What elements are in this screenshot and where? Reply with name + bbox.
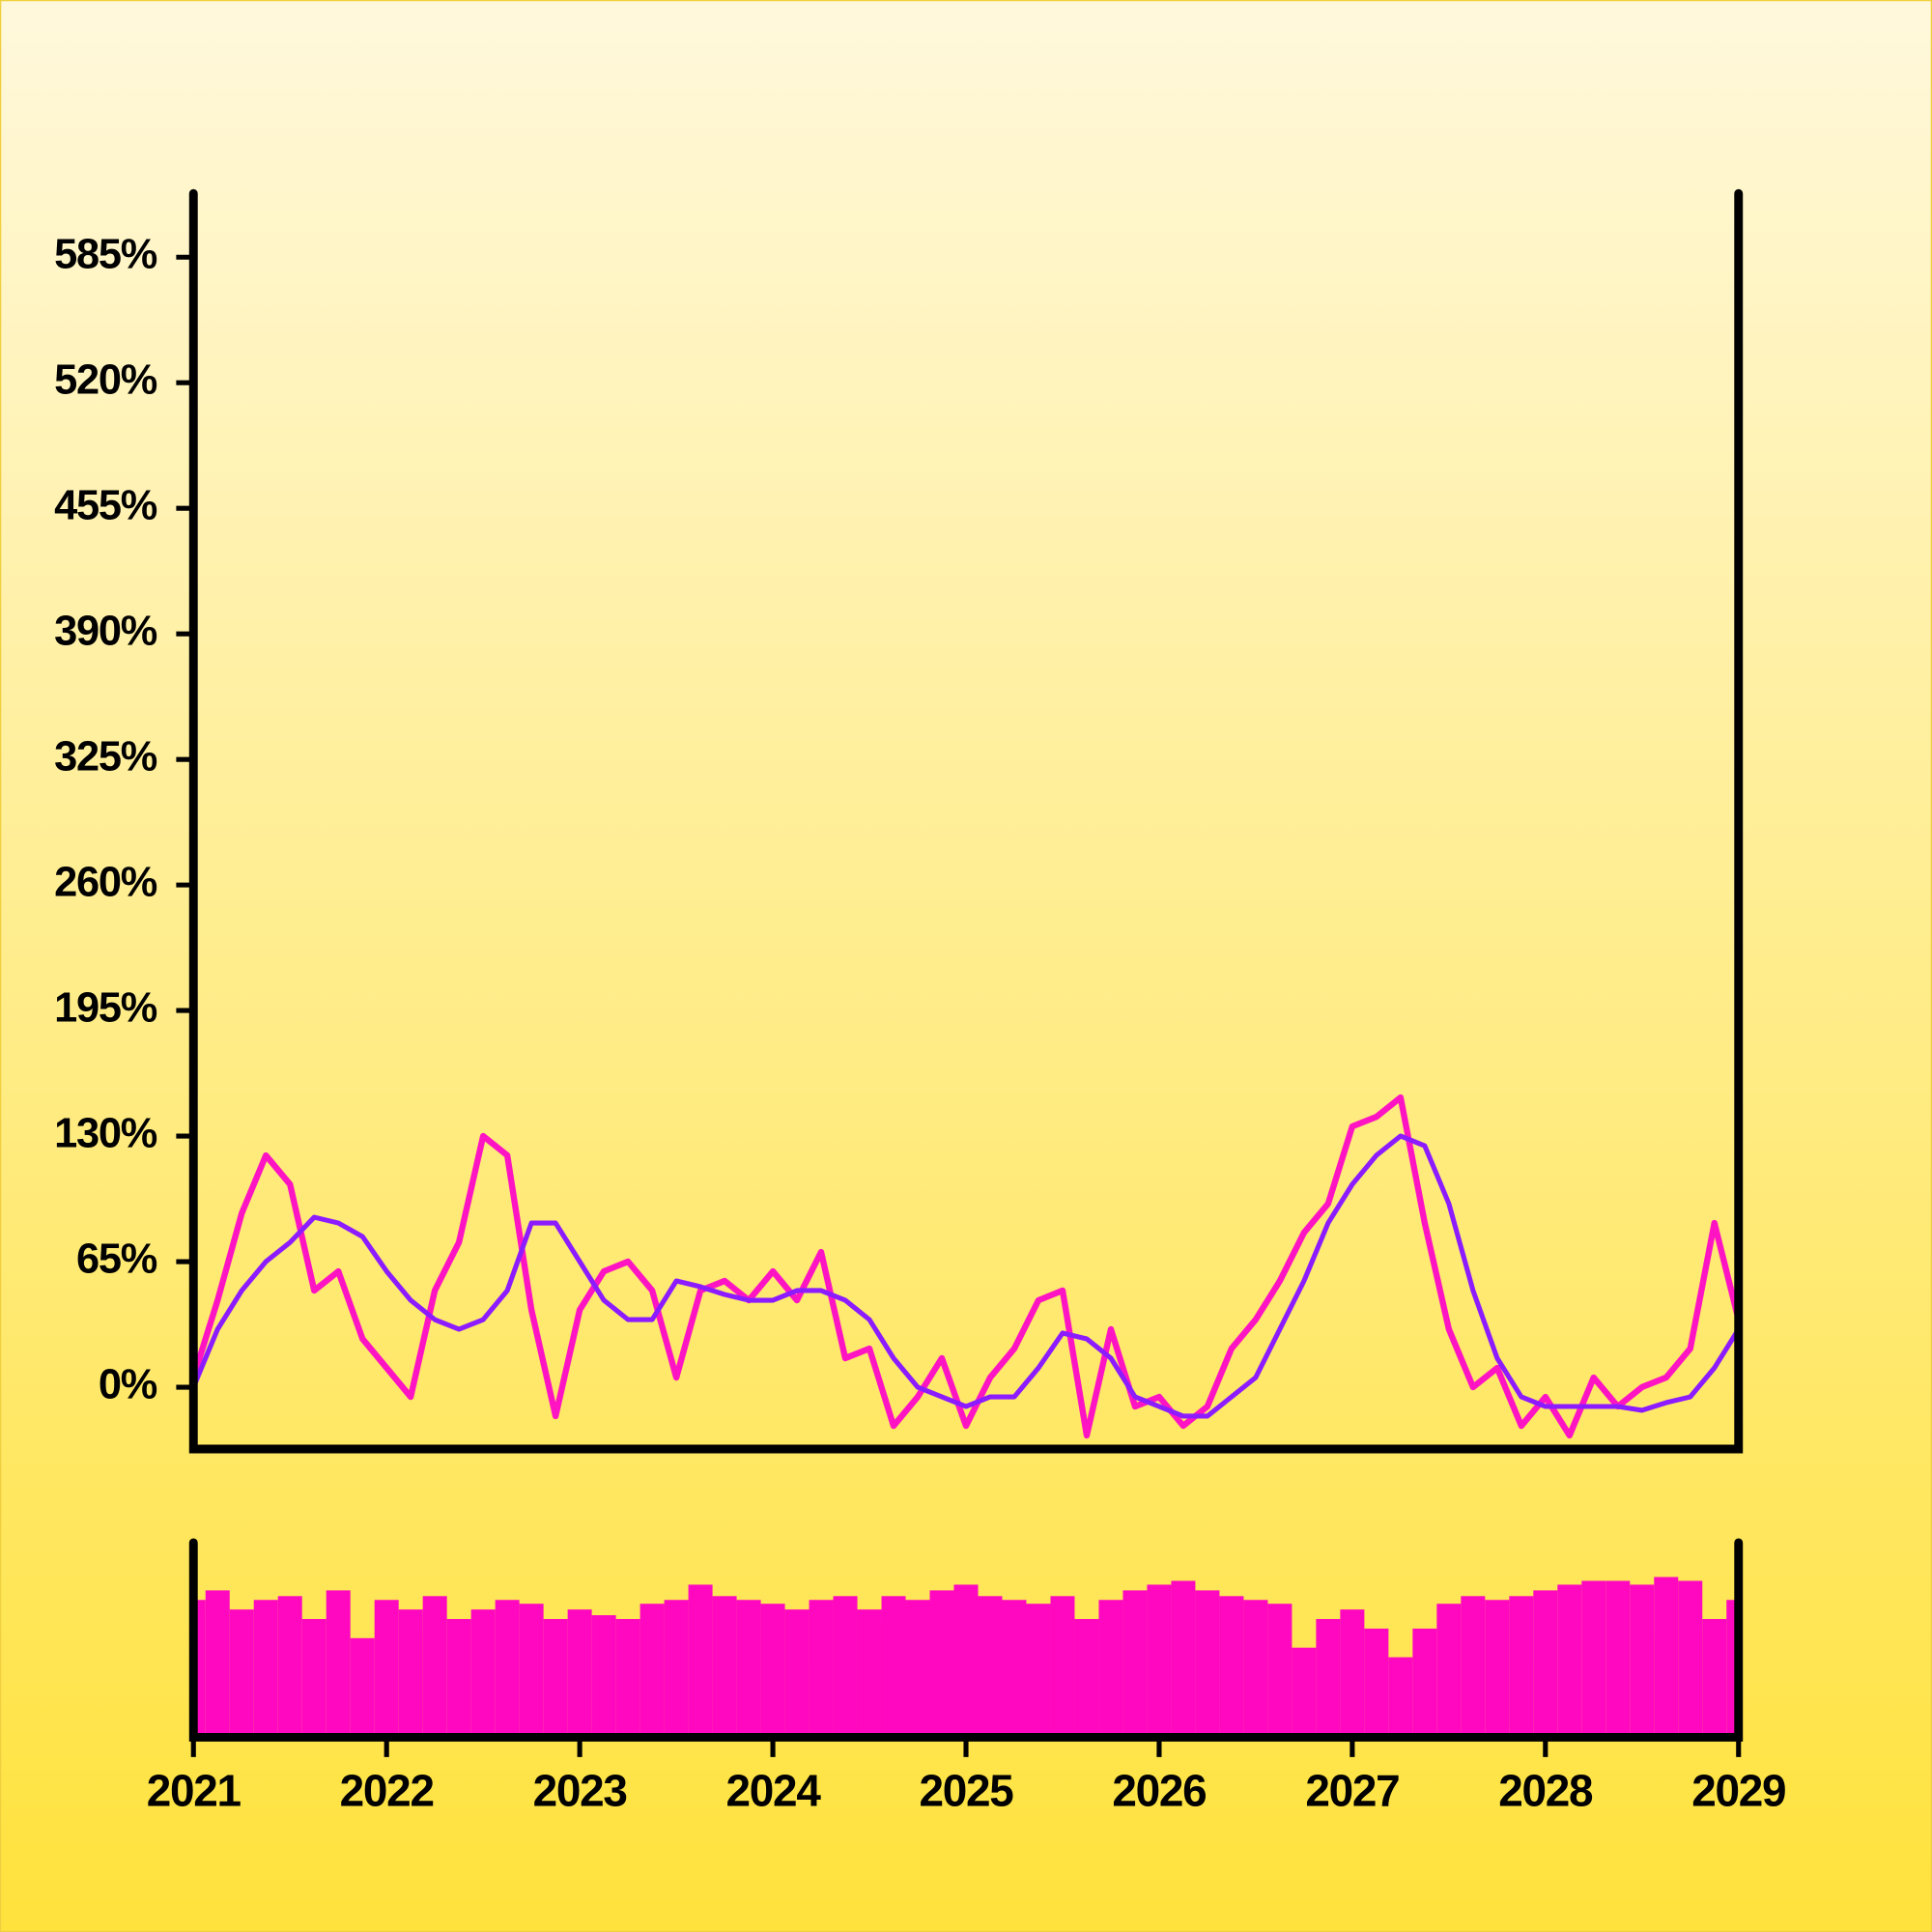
volume-bar bbox=[229, 1609, 254, 1734]
y-tick-label: 195% bbox=[54, 985, 157, 1032]
x-tick-label: 2026 bbox=[1112, 1765, 1206, 1815]
volume-bar bbox=[1171, 1580, 1196, 1734]
ticks: 0% 65% 130% 195% 260% 325% 390% 455% 520% 585% 202… bbox=[54, 232, 1786, 1816]
volume-bar bbox=[1026, 1604, 1051, 1734]
volume-bar bbox=[277, 1596, 302, 1734]
x-tick-label: 2023 bbox=[533, 1765, 627, 1815]
x-tick-label: 2029 bbox=[1691, 1765, 1785, 1815]
volume-bar bbox=[712, 1596, 737, 1734]
volume-bar bbox=[422, 1596, 447, 1734]
x-tick-label: 2022 bbox=[340, 1765, 434, 1815]
volume-bar bbox=[857, 1609, 882, 1734]
y-tick-label: 390% bbox=[54, 609, 157, 655]
volume-bar bbox=[398, 1609, 423, 1734]
volume-area bbox=[197, 1577, 1735, 1734]
volume-bar bbox=[929, 1590, 954, 1734]
volume-bar bbox=[350, 1637, 375, 1734]
volume-bar bbox=[1461, 1596, 1486, 1734]
volume-bar bbox=[1702, 1619, 1727, 1734]
volume-bar bbox=[1533, 1590, 1558, 1734]
volume-bar bbox=[1195, 1590, 1220, 1734]
y-tick-label: 325% bbox=[54, 734, 157, 781]
volume-bar bbox=[197, 1600, 206, 1734]
volume-bar bbox=[1364, 1628, 1389, 1734]
y-tick-label: 65% bbox=[76, 1236, 157, 1282]
x-tick-label: 2027 bbox=[1305, 1765, 1399, 1815]
volume-bar bbox=[1726, 1600, 1735, 1734]
volume-bar bbox=[205, 1590, 230, 1734]
volume-bar bbox=[1002, 1600, 1027, 1734]
volume-bar bbox=[446, 1619, 471, 1734]
y-tick-label: 260% bbox=[54, 860, 157, 906]
volume-bar bbox=[1557, 1584, 1582, 1734]
x-tick-label: 2028 bbox=[1498, 1765, 1593, 1815]
volume-bar bbox=[1485, 1600, 1510, 1734]
y-tick-label: 0% bbox=[99, 1361, 157, 1407]
volume-bar bbox=[1630, 1584, 1655, 1734]
volume-bar bbox=[470, 1609, 496, 1734]
volume-bar bbox=[301, 1619, 327, 1734]
volume-bar bbox=[495, 1600, 520, 1734]
volume-bar bbox=[519, 1604, 544, 1734]
volume-bar bbox=[1654, 1577, 1679, 1734]
volume-bar bbox=[1581, 1580, 1606, 1734]
volume-bar bbox=[253, 1600, 278, 1734]
volume-bar bbox=[1050, 1596, 1075, 1734]
volume-bar bbox=[784, 1609, 810, 1734]
y-tick-label: 455% bbox=[54, 483, 157, 529]
volume-bar bbox=[688, 1584, 713, 1734]
volume-bar bbox=[881, 1596, 906, 1734]
y-tick-label: 130% bbox=[54, 1111, 157, 1157]
volume-bar bbox=[615, 1619, 640, 1734]
volume-bar bbox=[543, 1619, 568, 1734]
y-tick-label: 520% bbox=[54, 357, 157, 404]
series-line bbox=[193, 1133, 1739, 1419]
x-tick-label: 2024 bbox=[726, 1765, 822, 1815]
y-tick-label: 585% bbox=[54, 232, 157, 278]
volume-bar bbox=[1605, 1580, 1631, 1734]
volume-bar bbox=[1243, 1600, 1268, 1734]
volume-bar bbox=[1388, 1657, 1413, 1734]
volume-bar bbox=[1316, 1619, 1341, 1734]
volume-bar bbox=[1147, 1584, 1172, 1734]
volume-bar bbox=[1122, 1590, 1148, 1734]
volume-bar bbox=[736, 1600, 761, 1734]
volume-bar bbox=[1340, 1609, 1365, 1734]
volume-bar bbox=[1412, 1628, 1437, 1734]
volume-bar bbox=[1219, 1596, 1244, 1734]
volume-bar bbox=[1436, 1604, 1462, 1734]
volume-bar bbox=[639, 1604, 665, 1734]
x-tick-label: 2025 bbox=[919, 1765, 1013, 1815]
volume-bar bbox=[567, 1609, 592, 1734]
volume-bar bbox=[1098, 1600, 1123, 1734]
volume-bar bbox=[374, 1600, 399, 1734]
volume-bar bbox=[833, 1596, 858, 1734]
volume-bar bbox=[326, 1590, 351, 1734]
plot-area bbox=[193, 1094, 1739, 1439]
volume-bar bbox=[1074, 1619, 1099, 1734]
volume-bar bbox=[1509, 1596, 1534, 1734]
volume-bar bbox=[1678, 1580, 1703, 1734]
volume-bar bbox=[953, 1584, 979, 1734]
volume-bar bbox=[591, 1615, 616, 1734]
series-line bbox=[193, 1094, 1739, 1439]
volume-bar bbox=[1267, 1604, 1293, 1734]
volume-bar bbox=[760, 1604, 785, 1734]
volume-bar bbox=[905, 1600, 930, 1734]
volume-bar bbox=[978, 1596, 1003, 1734]
volume-bar bbox=[664, 1600, 689, 1734]
x-tick-label: 2021 bbox=[147, 1765, 242, 1815]
volume-bar bbox=[1292, 1647, 1317, 1734]
volume-bar bbox=[809, 1600, 834, 1734]
main-frame bbox=[188, 188, 1744, 1454]
